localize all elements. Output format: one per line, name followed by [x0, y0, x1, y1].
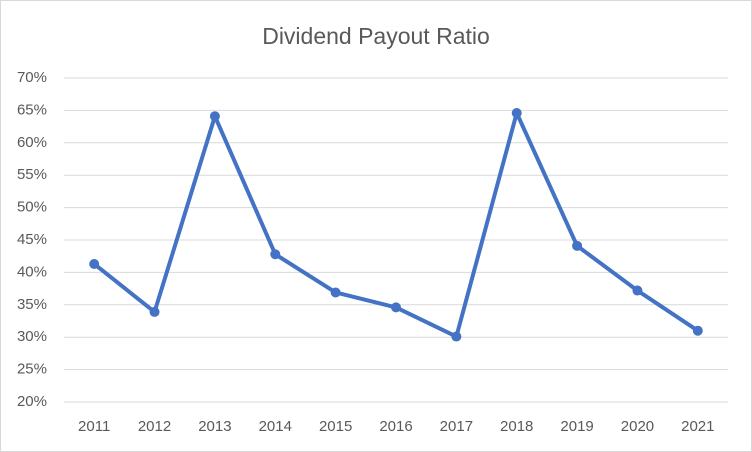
y-tick-label: 50% [17, 199, 47, 216]
y-tick-label: 30% [17, 328, 47, 345]
y-tick-label: 70% [17, 69, 47, 86]
data-point [632, 285, 643, 296]
data-point [209, 111, 220, 122]
y-tick-label: 40% [17, 263, 47, 280]
x-tick-label: 2016 [379, 418, 412, 435]
x-tick-label: 2015 [319, 418, 352, 435]
data-point [451, 331, 462, 342]
y-tick-label: 35% [17, 296, 47, 313]
x-tick-label: 2019 [560, 418, 593, 435]
data-point [89, 258, 100, 269]
y-tick-label: 65% [17, 101, 47, 118]
y-tick-label: 25% [17, 361, 47, 378]
x-tick-label: 2021 [681, 418, 714, 435]
y-tick-label: 45% [17, 231, 47, 248]
data-point [149, 306, 160, 317]
y-tick-label: 20% [17, 393, 47, 410]
data-point [511, 107, 522, 118]
chart-title: Dividend Payout Ratio [262, 23, 490, 49]
y-tick-label: 55% [17, 166, 47, 183]
data-point [330, 287, 341, 298]
data-point [572, 240, 583, 251]
x-tick-label: 2017 [440, 418, 473, 435]
y-tick-label: 60% [17, 134, 47, 151]
data-point [692, 325, 703, 336]
x-tick-label: 2014 [259, 418, 292, 435]
x-tick-label: 2020 [621, 418, 654, 435]
data-point [391, 302, 401, 313]
x-tick-label: 2018 [500, 418, 533, 435]
x-tick-label: 2011 [78, 418, 110, 435]
x-tick-label: 2012 [138, 418, 171, 435]
x-tick-label: 2013 [198, 418, 231, 435]
data-point [270, 249, 281, 260]
